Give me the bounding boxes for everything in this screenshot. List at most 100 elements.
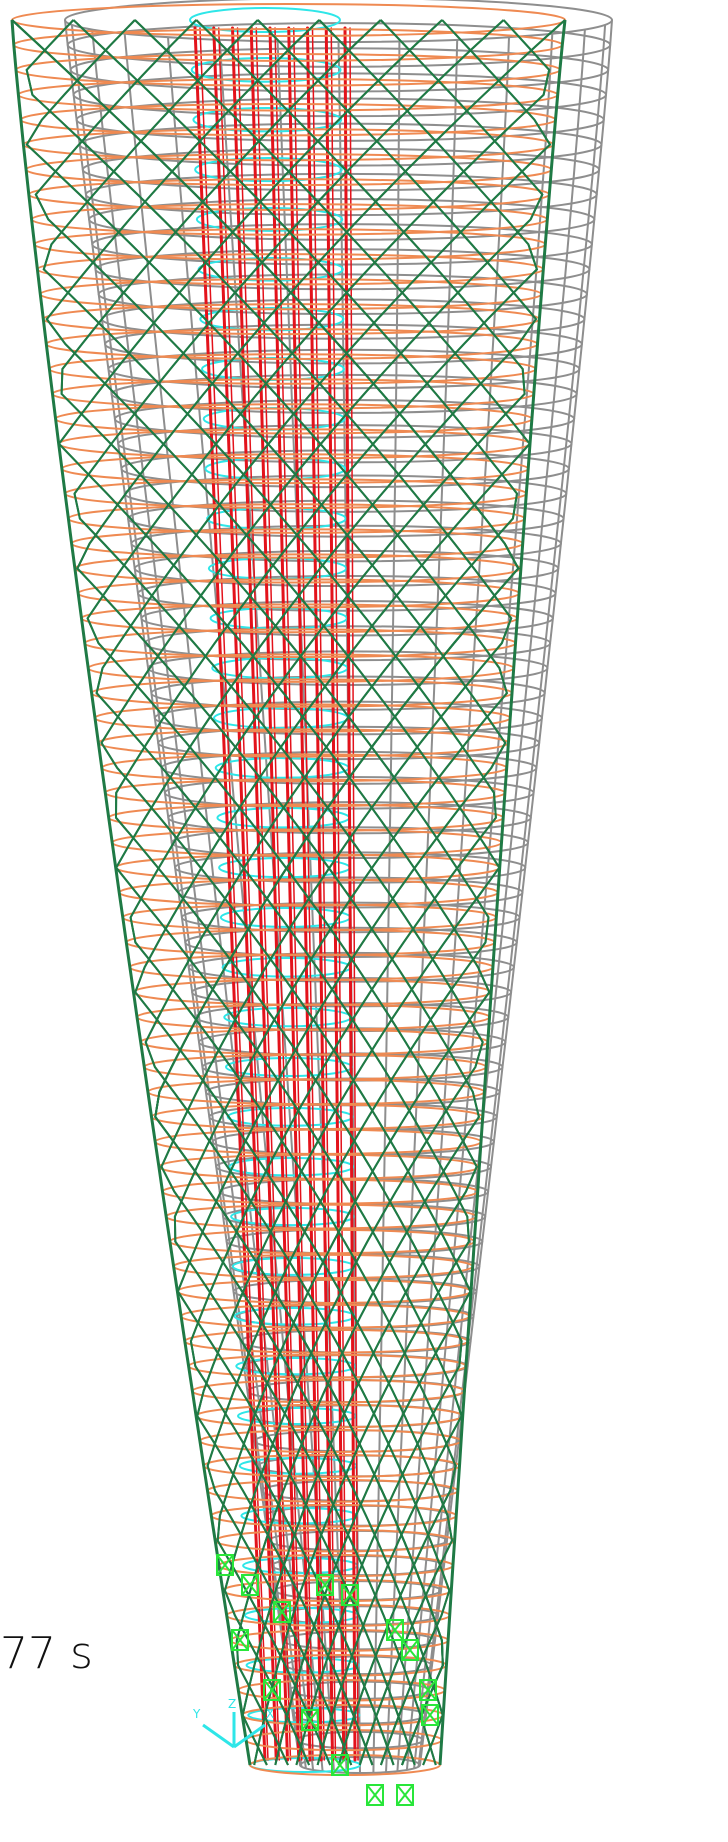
support-frame: [396, 1784, 414, 1806]
core-ring: [223, 1007, 353, 1028]
core-column: [311, 27, 337, 1761]
support-cross: [401, 1639, 419, 1661]
diagrid-member: [34, 19, 507, 1766]
support-cross: [331, 1754, 349, 1776]
core-ring: [209, 607, 348, 630]
support-frame: [263, 1679, 281, 1701]
support-restraint: [386, 1619, 404, 1641]
support-restraint: [301, 1709, 319, 1731]
core-ring: [228, 1157, 355, 1177]
support-restraint: [331, 1754, 349, 1776]
diagrid-member: [72, 19, 519, 1766]
support-restraint: [366, 1784, 384, 1806]
support-frame: [301, 1709, 319, 1731]
core-ring: [211, 657, 349, 680]
support-cross: [421, 1704, 439, 1726]
frame-column: [413, 29, 586, 1769]
diagrid-edge-left: [10, 19, 252, 1766]
core-ring: [214, 757, 350, 779]
core-ring: [195, 207, 344, 232]
floor-ring: [27, 178, 551, 211]
diagrid-member: [25, 19, 513, 1766]
axis-y-arrow: [202, 1723, 235, 1749]
core-column: [255, 27, 303, 1761]
support-restraint: [273, 1601, 291, 1623]
core-column: [193, 26, 267, 1762]
diagrid-member: [42, 19, 497, 1766]
support-restraint: [263, 1679, 281, 1701]
floor-ring: [214, 1528, 456, 1553]
mode-period-label: 77 s: [0, 1628, 93, 1679]
core-column: [343, 26, 357, 1762]
diagrid-member: [11, 19, 520, 1766]
support-frame: [316, 1574, 334, 1596]
support-restraint: [401, 1639, 419, 1661]
support-frame: [216, 1554, 234, 1576]
floor-ring: [22, 128, 555, 162]
frame-column: [385, 39, 459, 1773]
core-ring: [245, 1657, 360, 1674]
axis-triad: X Y Z: [192, 1697, 274, 1749]
diagrid-member: [45, 19, 501, 1766]
support-cross: [419, 1679, 437, 1701]
support-restraint: [341, 1584, 359, 1606]
support-cross: [301, 1709, 319, 1731]
frame-column: [419, 19, 613, 1766]
support-restraint: [421, 1704, 439, 1726]
support-restraint: [241, 1574, 259, 1596]
support-frame: [401, 1639, 419, 1661]
support-cross: [231, 1629, 249, 1651]
axis-z-label: Z: [228, 1697, 236, 1711]
core-ring: [190, 56, 342, 83]
support-cross: [273, 1601, 291, 1623]
support-frame: [241, 1574, 259, 1596]
support-cross: [341, 1584, 359, 1606]
core-column: [306, 26, 334, 1762]
core-column: [274, 27, 314, 1761]
core-column: [218, 27, 280, 1761]
core-column: [268, 26, 312, 1762]
support-restraint: [216, 1554, 234, 1576]
axis-y-label: Y: [192, 1707, 201, 1721]
floor-ring: [132, 978, 493, 1006]
core-ring: [247, 1707, 361, 1724]
core-column: [212, 26, 278, 1762]
diagrid-members: [10, 19, 567, 1766]
core-column: [324, 26, 346, 1762]
diagrid-member: [25, 19, 509, 1766]
support-cross: [396, 1784, 414, 1806]
core-column: [199, 27, 269, 1761]
support-restraints: [216, 1554, 439, 1806]
floor-ring: [146, 1078, 486, 1106]
support-restraint: [396, 1784, 414, 1806]
support-cross: [316, 1574, 334, 1596]
diagrid-member: [60, 19, 490, 1766]
support-restraint: [316, 1574, 334, 1596]
support-frame: [366, 1784, 384, 1806]
support-cross: [216, 1554, 234, 1576]
core-column: [231, 26, 289, 1762]
core-ring: [235, 1357, 357, 1376]
floor-ring: [139, 1028, 489, 1056]
support-cross: [366, 1784, 384, 1806]
support-restraint: [419, 1679, 437, 1701]
axis-x-arrow: [233, 1723, 266, 1749]
support-frame: [386, 1619, 404, 1641]
axis-x-label: X: [266, 1707, 274, 1721]
support-frame: [341, 1584, 359, 1606]
support-restraint: [231, 1629, 249, 1651]
core-ring: [194, 157, 343, 183]
support-cross: [263, 1679, 281, 1701]
diagrid-member: [129, 19, 526, 1766]
support-frame: [421, 1704, 439, 1726]
support-frame: [273, 1601, 291, 1623]
support-cross: [241, 1574, 259, 1596]
core-ring: [213, 707, 349, 729]
support-frame: [331, 1754, 349, 1776]
support-frame: [231, 1629, 249, 1651]
diagrid-edge-right: [438, 19, 567, 1766]
diagrid-member: [134, 19, 532, 1766]
core-ring: [189, 7, 341, 33]
